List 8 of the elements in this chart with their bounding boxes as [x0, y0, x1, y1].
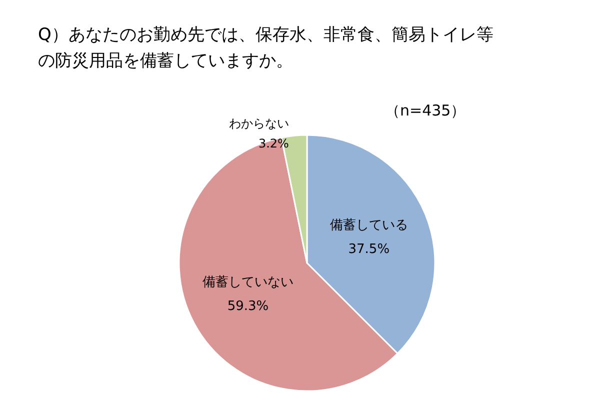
- text: （n=435）: [385, 102, 466, 120]
- slice-label: 備蓄していない: [202, 275, 294, 290]
- data-label: 37.5%: [348, 242, 390, 257]
- chart-title: Q）あなたのお勤め先では、保存水、非常食、簡易トイレ等の防災用品を備蓄していますか。: [38, 25, 494, 71]
- slice-label: わからない: [228, 116, 289, 131]
- slice-label: 備蓄している: [330, 218, 408, 233]
- data-label: 3.2%: [258, 136, 289, 151]
- data-label: 59.3%: [227, 299, 269, 314]
